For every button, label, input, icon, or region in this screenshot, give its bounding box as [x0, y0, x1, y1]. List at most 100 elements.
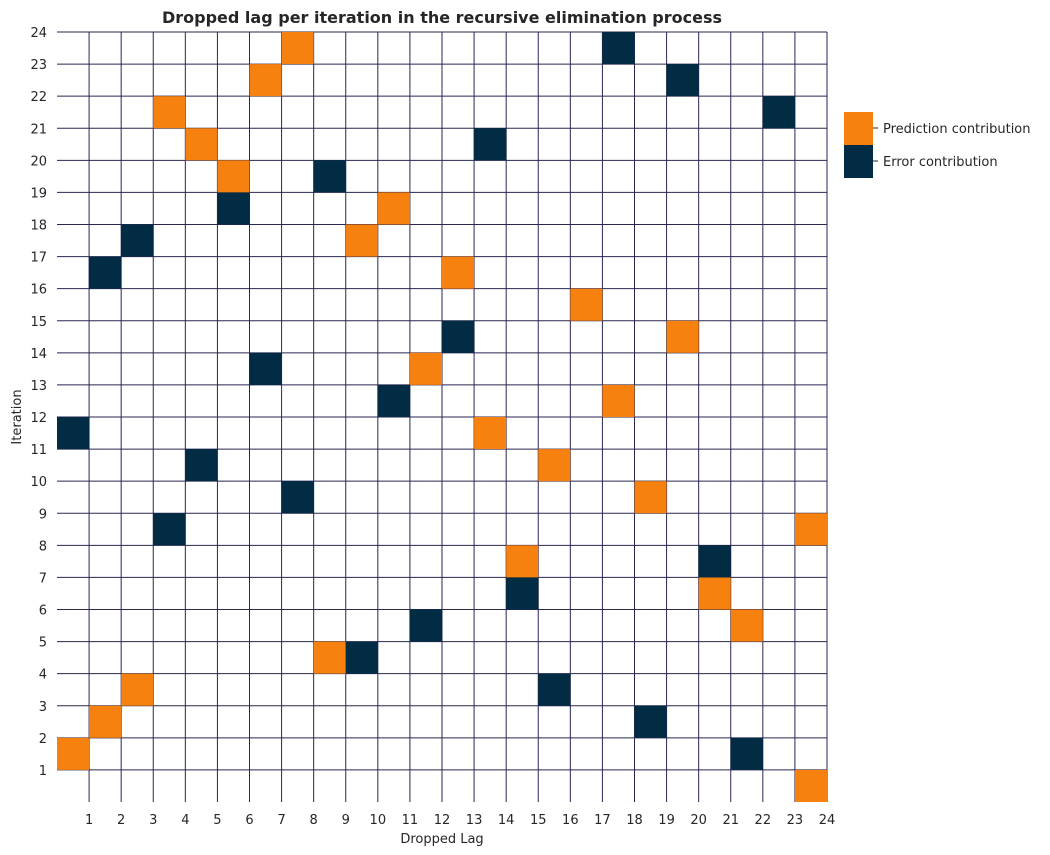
- prediction-cell: [57, 737, 90, 770]
- legend-swatch-error: [844, 145, 873, 178]
- x-tick-label: 3: [149, 813, 157, 828]
- error-cell: [442, 320, 475, 353]
- error-cell: [506, 577, 539, 610]
- x-tick-label: 22: [755, 813, 772, 828]
- x-tick-label: 24: [819, 813, 836, 828]
- prediction-cell: [538, 449, 571, 482]
- prediction-cell: [698, 577, 731, 610]
- x-tick-label: 15: [530, 813, 547, 828]
- x-tick-label: 20: [690, 813, 707, 828]
- y-tick-label: 16: [30, 283, 47, 298]
- prediction-cell: [794, 769, 827, 802]
- legend-label-error: Error contribution: [883, 155, 998, 170]
- y-tick-label: 3: [39, 700, 47, 715]
- x-tick-label: 11: [402, 813, 419, 828]
- prediction-cell: [377, 192, 410, 225]
- prediction-cell: [602, 384, 635, 417]
- x-tick-label: 21: [722, 813, 739, 828]
- x-tick-label: 5: [213, 813, 221, 828]
- x-tick-label: 17: [594, 813, 611, 828]
- y-tick-label: 22: [30, 90, 47, 105]
- y-tick-label: 2: [39, 732, 47, 747]
- error-cell: [762, 96, 795, 129]
- error-cell: [345, 641, 378, 674]
- error-cell: [409, 609, 442, 642]
- legend: Prediction contribution Error contributio…: [844, 112, 1031, 178]
- x-tick-label: 16: [562, 813, 579, 828]
- error-cell: [313, 160, 346, 193]
- legend-swatch-prediction: [844, 112, 873, 145]
- y-tick-label: 17: [30, 251, 47, 266]
- y-tick-label: 24: [30, 26, 47, 41]
- prediction-cell: [345, 224, 378, 257]
- error-cell: [89, 256, 122, 289]
- x-tick-label: 12: [434, 813, 451, 828]
- prediction-cell: [570, 288, 603, 321]
- error-cell: [730, 737, 763, 770]
- legend-label-prediction: Prediction contribution: [883, 122, 1031, 137]
- error-cell: [121, 224, 154, 257]
- y-tick-label: 21: [30, 122, 47, 137]
- y-tick-label: 18: [30, 219, 47, 234]
- x-tick-label: 18: [626, 813, 643, 828]
- error-cell: [634, 705, 667, 738]
- prediction-cell: [89, 705, 122, 738]
- error-cell: [698, 545, 731, 578]
- error-cell: [185, 449, 218, 482]
- error-cell: [474, 128, 507, 161]
- x-tick-label: 9: [342, 813, 350, 828]
- x-tick-label: 1: [85, 813, 93, 828]
- prediction-cell: [730, 609, 763, 642]
- prediction-cell: [442, 256, 475, 289]
- prediction-cell: [794, 513, 827, 546]
- x-tick-label: 13: [466, 813, 483, 828]
- y-axis-label: Iteration: [10, 389, 25, 444]
- x-tick-label: 6: [245, 813, 253, 828]
- y-tick-label: 9: [39, 507, 47, 522]
- chart-title: Dropped lag per iteration in the recursi…: [162, 8, 722, 27]
- y-tick-label: 20: [30, 154, 47, 169]
- y-tick-label: 19: [30, 186, 47, 201]
- x-axis-ticks: 1 2 3 4 5 6 7 8 9 10 11 12 13 14 15 16 17 18 19 20 21 22 23 24: [85, 813, 835, 828]
- prediction-cell: [185, 128, 218, 161]
- prediction-cell: [409, 352, 442, 385]
- error-cell: [538, 673, 571, 706]
- error-cell: [377, 384, 410, 417]
- prediction-cell: [249, 64, 282, 97]
- x-tick-label: 14: [498, 813, 515, 828]
- y-tick-label: 15: [30, 315, 47, 330]
- y-tick-label: 10: [30, 475, 47, 490]
- prediction-cell: [634, 481, 667, 514]
- grid-lines: [57, 31, 828, 802]
- error-cell: [153, 513, 186, 546]
- x-tick-label: 8: [310, 813, 318, 828]
- y-tick-label: 8: [39, 539, 47, 554]
- error-cell: [602, 32, 635, 65]
- y-tick-label: 5: [39, 636, 47, 651]
- prediction-cell: [217, 160, 250, 193]
- y-tick-label: 11: [30, 443, 47, 458]
- prediction-cell: [313, 641, 346, 674]
- y-tick-label: 6: [39, 604, 47, 619]
- x-tick-label: 10: [370, 813, 387, 828]
- x-axis-label: Dropped Lag: [400, 832, 483, 847]
- prediction-cell: [281, 32, 314, 65]
- y-tick-label: 23: [30, 58, 47, 73]
- prediction-cell: [153, 96, 186, 129]
- y-tick-label: 7: [39, 571, 47, 586]
- x-tick-label: 19: [658, 813, 675, 828]
- x-tick-label: 2: [117, 813, 125, 828]
- y-tick-label: 1: [39, 764, 47, 779]
- error-cell: [57, 417, 90, 450]
- y-tick-label: 4: [39, 668, 47, 683]
- data-cells: [57, 32, 827, 802]
- y-tick-label: 13: [30, 379, 47, 394]
- prediction-cell: [121, 673, 154, 706]
- prediction-cell: [666, 320, 699, 353]
- error-cell: [217, 192, 250, 225]
- prediction-cell: [474, 417, 507, 450]
- y-tick-label: 14: [30, 347, 47, 362]
- error-cell: [666, 64, 699, 97]
